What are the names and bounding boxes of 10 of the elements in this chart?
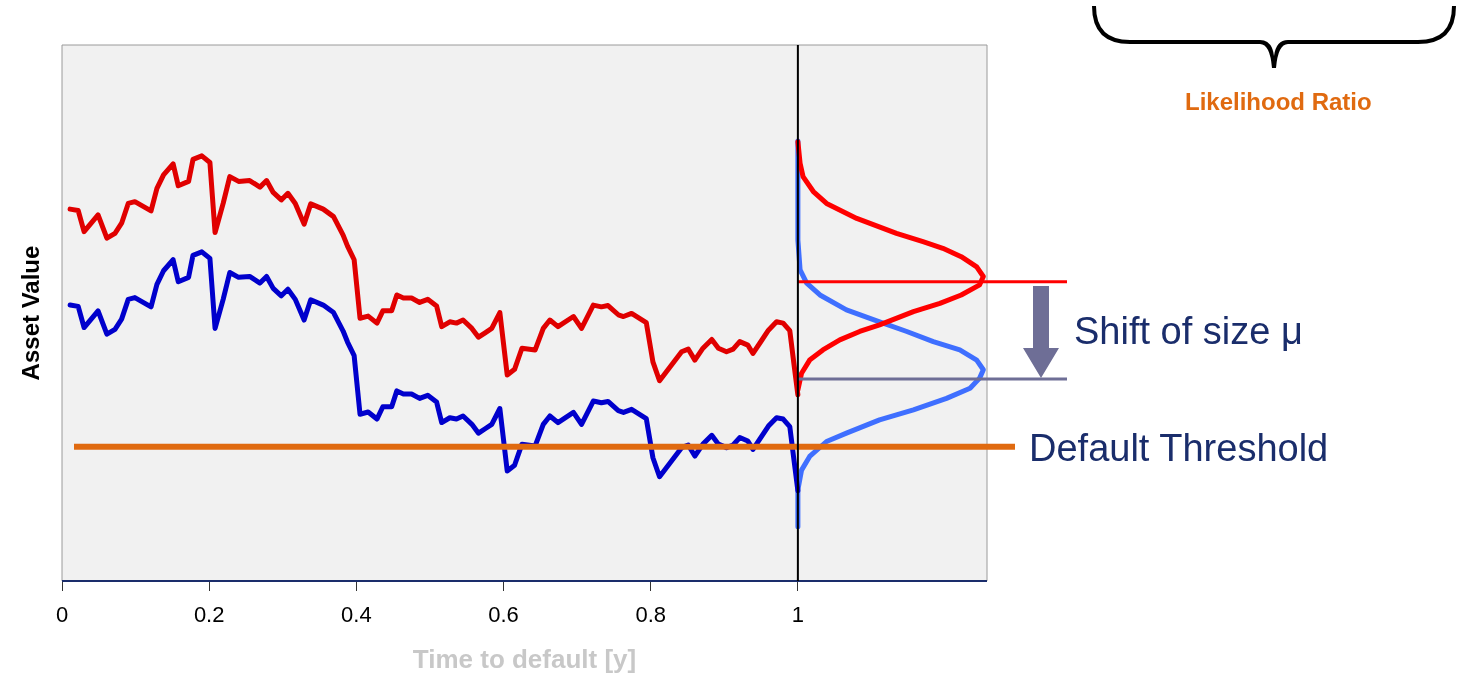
x-tick-label: 0.6 — [488, 602, 519, 628]
x-tick-label: 0 — [55, 602, 69, 628]
text: Likelihood Ratio — [1185, 88, 1372, 116]
x-tick-label: 0.2 — [193, 602, 225, 628]
y-axis-title: Asset Value — [17, 245, 45, 381]
x-tick-label: 0.4 — [341, 602, 372, 628]
text: Shift of size μ — [1074, 310, 1303, 353]
x-tick-label: 0.8 — [635, 602, 666, 628]
ref-line-label: Default Threshold — [1029, 427, 1329, 470]
x-tick-label: 1 — [791, 602, 804, 628]
